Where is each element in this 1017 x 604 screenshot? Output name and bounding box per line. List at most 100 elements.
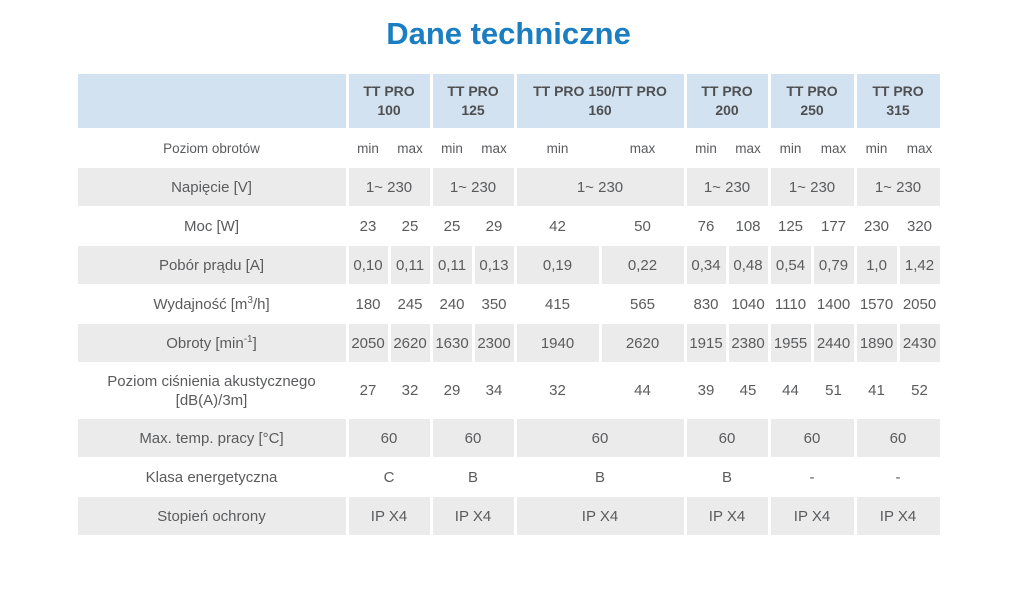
value-cell: 44 — [634, 382, 651, 399]
column-header-tt-pro-315: TT PRO 315 — [856, 74, 940, 128]
product-name-line: 315 — [886, 102, 910, 118]
header-empty-cell — [77, 74, 346, 128]
product-name-line: 250 — [800, 102, 824, 118]
value-cell: IP X4 — [432, 497, 514, 535]
value-cell: 60 — [686, 419, 768, 457]
value-cell: 0,79 — [813, 246, 854, 284]
value-cell: 180 — [355, 295, 381, 313]
value-cell: 1~ 230 — [686, 168, 768, 206]
row-energy-class: Klasa energetyczna C B B B - - — [78, 457, 940, 497]
value-cell: 32 — [401, 382, 419, 399]
row-airflow: Wydajność [m3/h] 180 245 240 350 415 565… — [78, 284, 940, 324]
product-name-line: TT PRO — [786, 83, 838, 100]
row-label: Poziom ciśnienia akustycznego [dB(A)/3m] — [78, 362, 346, 419]
value-cell: 0,13 — [474, 246, 514, 284]
value-cell: 0,34 — [686, 246, 726, 284]
value-cell: C — [383, 468, 395, 486]
value-cell: 60 — [770, 419, 854, 457]
value-cell: 1400 — [816, 295, 851, 313]
value-cell: 2620 — [390, 324, 430, 362]
value-cell: 41 — [868, 382, 885, 399]
value-cell: 32 — [549, 382, 566, 399]
value-cell: 51 — [825, 382, 842, 399]
row-label-text: Poziom ciśnienia akustycznego — [107, 372, 316, 390]
value-cell: 29 — [485, 217, 503, 235]
product-name-line: TT PRO — [447, 83, 499, 100]
min-label: min — [695, 140, 717, 156]
value-cell: 76 — [697, 217, 715, 235]
max-label: max — [906, 140, 933, 156]
value-cell: B — [467, 468, 478, 486]
value-cell: 320 — [906, 217, 933, 235]
row-label-text: /h] — [252, 295, 270, 313]
max-label: max — [481, 140, 507, 156]
value-cell: 1,0 — [856, 246, 897, 284]
value-cell: 1,42 — [899, 246, 940, 284]
row-label: Max. temp. pracy [°C] — [77, 419, 346, 457]
table-header-row: TT PRO 100 TT PRO 125 TT PRO 150/TT PRO … — [77, 74, 940, 128]
value-cell: 177 — [820, 217, 847, 235]
row-power: Moc [W] 23 25 25 29 42 50 76 108 125 177… — [78, 206, 940, 246]
value-cell: 0,11 — [432, 246, 472, 284]
row-speed-levels: Poziom obrotów min max min max min max m… — [78, 128, 940, 168]
row-voltage: Napięcie [V] 1~ 230 1~ 230 1~ 230 1~ 230… — [77, 168, 940, 206]
row-label-superscript: -1 — [243, 333, 253, 345]
value-cell: 60 — [432, 419, 514, 457]
value-cell: IP X4 — [348, 497, 430, 535]
column-header-tt-pro-200: TT PRO 200 — [686, 74, 768, 128]
value-cell: 2300 — [474, 324, 514, 362]
value-cell: 27 — [359, 382, 377, 399]
product-name-line: TT PRO — [701, 83, 753, 100]
value-cell: 2380 — [728, 324, 768, 362]
value-cell: IP X4 — [856, 497, 940, 535]
value-cell: 29 — [443, 382, 461, 399]
value-cell: 245 — [397, 295, 423, 313]
value-cell: 2430 — [899, 324, 940, 362]
value-cell: 415 — [544, 295, 571, 313]
value-cell: IP X4 — [770, 497, 854, 535]
value-cell: 1940 — [516, 324, 599, 362]
row-label-text: [dB(A)/3m] — [175, 391, 248, 409]
value-cell: 1~ 230 — [432, 168, 514, 206]
value-cell: 125 — [777, 217, 804, 235]
column-header-tt-pro-150-160: TT PRO 150/TT PRO 160 — [516, 74, 684, 128]
product-name-line: 160 — [588, 102, 612, 118]
product-name-line: TT PRO 150/TT PRO — [533, 83, 667, 100]
value-cell: 2620 — [601, 324, 684, 362]
value-cell: 230 — [863, 217, 890, 235]
value-cell: B — [721, 468, 732, 486]
value-cell: 50 — [634, 217, 651, 235]
value-cell: IP X4 — [516, 497, 684, 535]
row-label-superscript: 3 — [247, 294, 253, 306]
value-cell: 1890 — [856, 324, 897, 362]
value-cell: 240 — [439, 295, 465, 313]
value-cell: 350 — [481, 295, 507, 313]
value-cell: 1040 — [731, 295, 765, 313]
max-label: max — [735, 140, 761, 156]
value-cell: 42 — [549, 217, 566, 235]
max-label: max — [629, 140, 656, 156]
value-cell: 23 — [359, 217, 377, 235]
row-label: Stopień ochrony — [77, 497, 346, 535]
min-label: min — [865, 140, 888, 156]
value-cell: 0,22 — [601, 246, 684, 284]
row-label: Obroty [min-1] — [77, 324, 346, 362]
row-label: Wydajność [m3/h] — [78, 284, 346, 324]
product-name-line: 100 — [377, 102, 401, 118]
value-cell: 1~ 230 — [770, 168, 854, 206]
row-max-temp: Max. temp. pracy [°C] 60 60 60 60 60 60 — [77, 419, 940, 457]
value-cell: 0,19 — [516, 246, 599, 284]
value-cell: 25 — [401, 217, 419, 235]
value-cell: 2050 — [348, 324, 388, 362]
value-cell: 34 — [485, 382, 503, 399]
value-cell: 1955 — [770, 324, 811, 362]
row-label-text: Wydajność [m — [153, 295, 248, 313]
row-label: Napięcie [V] — [77, 168, 346, 206]
value-cell: 565 — [629, 295, 656, 313]
value-cell: 1110 — [774, 295, 807, 313]
product-name-line: TT PRO — [872, 83, 924, 100]
row-noise-level: Poziom ciśnienia akustycznego [dB(A)/3m]… — [78, 362, 940, 419]
value-cell: 830 — [693, 295, 719, 313]
row-protection: Stopień ochrony IP X4 IP X4 IP X4 IP X4 … — [77, 497, 940, 535]
value-cell: 45 — [739, 382, 757, 399]
